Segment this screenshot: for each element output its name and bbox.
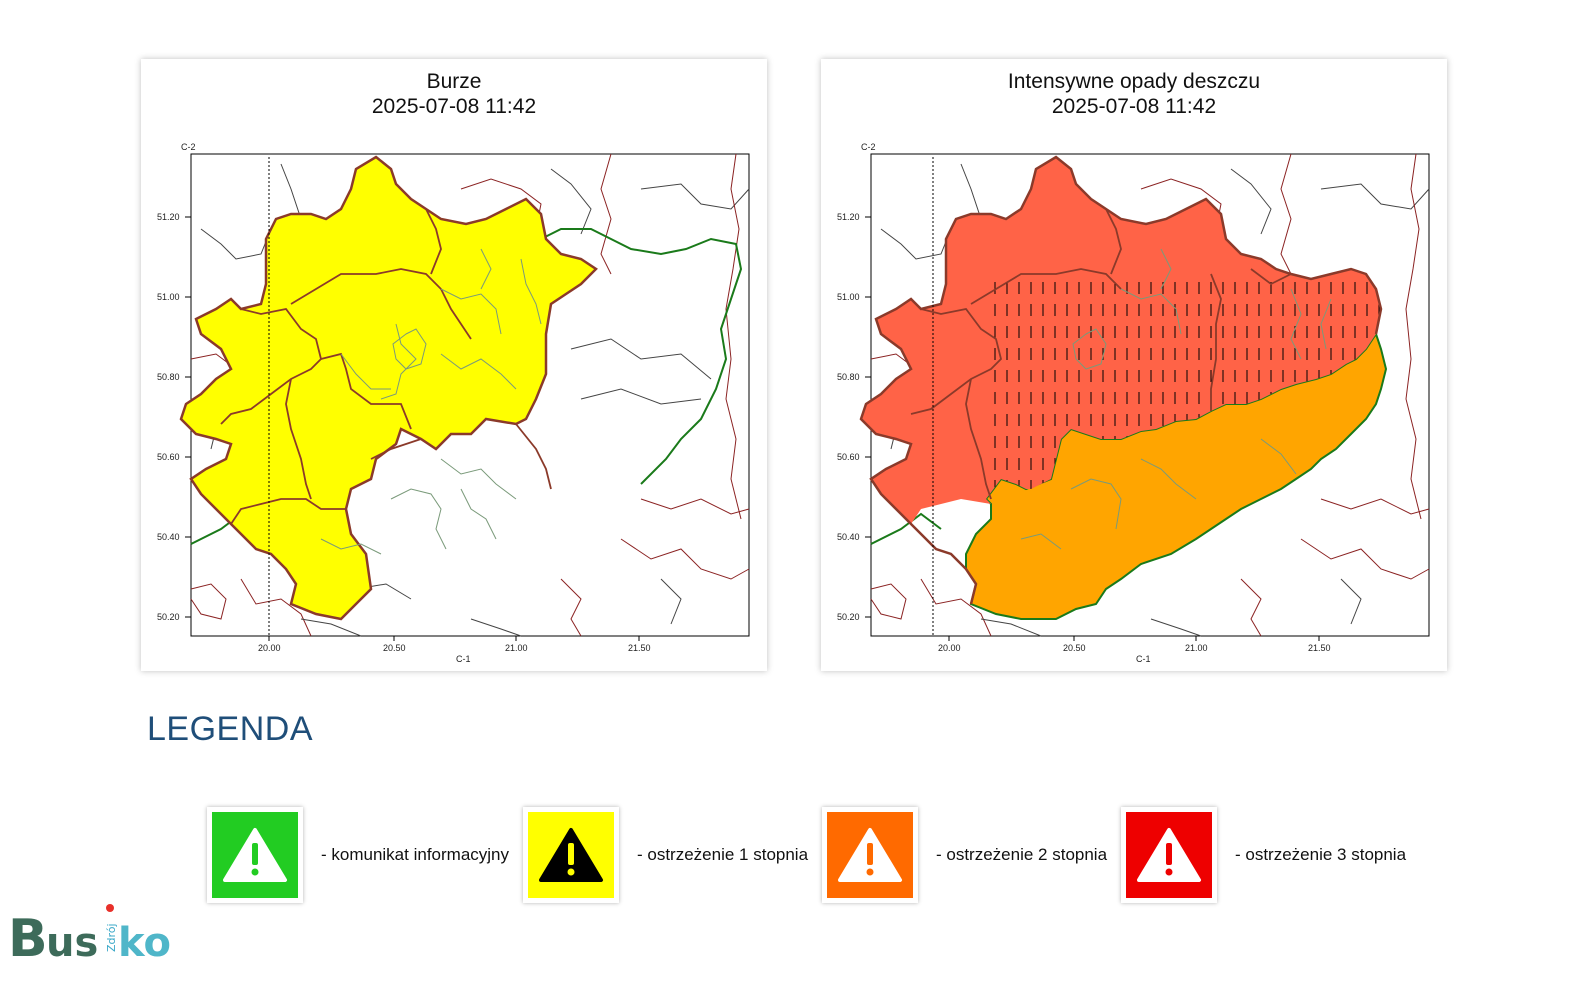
x-axis-ticks [948, 636, 1320, 641]
y-tick-label: 51.00 [157, 292, 180, 302]
legend-item-level2: - ostrzeżenie 2 stopnia [822, 806, 1107, 904]
y-tick-label: 50.60 [157, 452, 180, 462]
x-tick-label: 20.50 [383, 643, 406, 653]
x-tick-label: 20.00 [258, 643, 281, 653]
legend-item-info: - komunikat informacyjny [207, 806, 509, 904]
logo-letter-b: B [8, 909, 48, 964]
x-tick-label: 20.00 [938, 643, 961, 653]
x-tick-label: 21.50 [628, 643, 651, 653]
y-tick-label: 51.20 [837, 212, 860, 222]
busko-zdroj-logo: B us Zdrój ko [8, 904, 171, 964]
map-datetime: 2025-07-08 11:42 [1051, 95, 1217, 118]
x-axis-ticks [268, 636, 640, 641]
legend-swatch [822, 807, 918, 903]
x-tick-label: 21.50 [1308, 643, 1331, 653]
logo-dot [106, 904, 114, 912]
legend-color-yellow [528, 812, 614, 898]
logo-zdroj-band [103, 912, 117, 956]
y-tick-label: 50.40 [837, 532, 860, 542]
logo-zdroj-text: Zdrój [105, 923, 118, 952]
legend-color-orange [827, 812, 913, 898]
map-opady: C-2 C-1 51.20 51.00 50.80 50.60 50.40 50… [837, 142, 1430, 664]
corner-label-bottom: C-1 [1136, 654, 1151, 664]
legend-item-level3: - ostrzeżenie 3 stopnia [1121, 806, 1406, 904]
y-tick-label: 50.60 [837, 452, 860, 462]
logo-letters-us: us [46, 920, 98, 964]
y-tick-label: 50.80 [157, 372, 180, 382]
legend-swatch [1121, 807, 1217, 903]
legend-label: - ostrzeżenie 3 stopnia [1235, 845, 1407, 864]
y-tick-label: 51.00 [837, 292, 860, 302]
map-title: Burze 2025-07-08 11:42 [141, 69, 767, 119]
x-tick-label: 21.00 [1185, 643, 1208, 653]
legend-label: - ostrzeżenie 2 stopnia [936, 845, 1108, 864]
corner-label-top: C-2 [861, 142, 876, 152]
y-axis-ticks [865, 216, 871, 618]
region-west-border [859, 259, 978, 605]
warning-icon [539, 828, 603, 882]
legend-label: - komunikat informacyjny [321, 845, 510, 864]
corner-label-top: C-2 [181, 142, 196, 152]
x-tick-label: 21.00 [505, 643, 528, 653]
warning-icon [1137, 828, 1201, 882]
region-north-border [944, 155, 1383, 335]
y-tick-label: 50.20 [837, 612, 860, 622]
logo-letters-ko: ko [118, 920, 171, 964]
legend-title: LEGENDA [147, 710, 313, 748]
legend-color-red [1126, 812, 1212, 898]
y-axis-ticks [185, 216, 191, 618]
region-voivodeship [179, 155, 598, 621]
legend-item-level1: - ostrzeżenie 1 stopnia [523, 806, 808, 904]
y-tick-label: 50.20 [157, 612, 180, 622]
y-tick-label: 50.80 [837, 372, 860, 382]
corner-label-bottom: C-1 [456, 654, 471, 664]
county-lines [910, 208, 1292, 500]
map-title: Intensywne opady deszczu 2025-07-08 11:4… [821, 69, 1447, 119]
x-tick-label: 20.50 [1063, 643, 1086, 653]
map-datetime: 2025-07-08 11:42 [371, 95, 537, 118]
map-card-burze: C-2 C-1 51.20 51.00 50.80 50.60 50.40 50… [141, 59, 767, 671]
county-lines [220, 208, 552, 525]
y-tick-label: 50.40 [157, 532, 180, 542]
legend-color-green [212, 812, 298, 898]
legend-swatch [207, 807, 303, 903]
background-boundaries [870, 153, 1430, 637]
warning-icon [223, 828, 287, 882]
map-burze: C-2 C-1 51.20 51.00 50.80 50.60 50.40 50… [157, 142, 750, 664]
map-title-text: Burze [426, 70, 482, 93]
map-title-text: Intensywne opady deszczu [1007, 70, 1261, 93]
legend-swatch [523, 807, 619, 903]
commune-lines [320, 248, 542, 555]
warning-icon [838, 828, 902, 882]
map-card-opady: C-2 C-1 51.20 51.00 50.80 50.60 50.40 50… [821, 59, 1447, 671]
commune-lines [1020, 248, 1332, 550]
legend-label: - ostrzeżenie 1 stopnia [637, 845, 809, 864]
y-tick-label: 51.20 [157, 212, 180, 222]
